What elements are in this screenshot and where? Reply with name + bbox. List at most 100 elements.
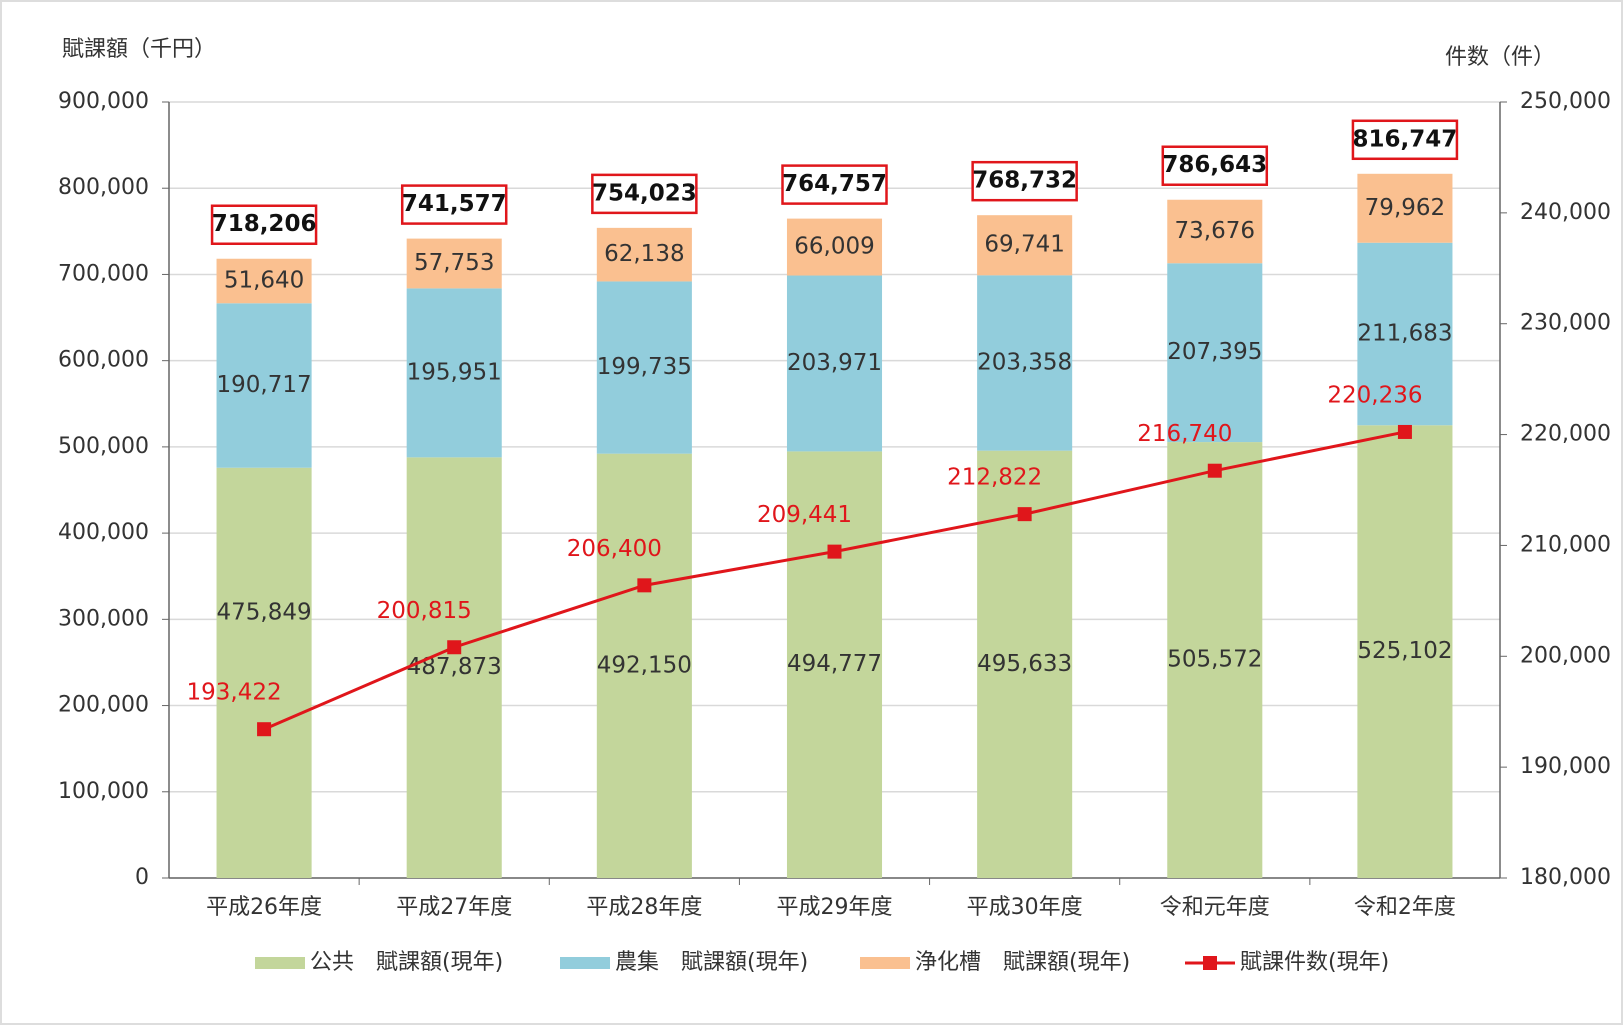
y2-tick-label: 180,000: [1520, 865, 1611, 890]
legend-label: 公共 賦課額(現年): [310, 950, 503, 975]
total-box: [781, 164, 888, 205]
y2-tick-label: 250,000: [1520, 89, 1611, 114]
bar-segment: [406, 457, 502, 878]
y2-axis-title: 件数（件）: [1445, 45, 1555, 70]
x-tick-label: 平成28年度: [586, 895, 702, 920]
total-label: 754,023: [592, 180, 697, 206]
line-value-label: 206,400: [567, 536, 662, 562]
value-label: 525,102: [1357, 638, 1452, 664]
value-label: 203,358: [977, 349, 1072, 375]
bar-segment: [786, 451, 883, 878]
legend-swatch: [860, 957, 910, 969]
bar-segment: [216, 467, 312, 878]
line-marker: [1397, 424, 1412, 439]
value-label: 494,777: [787, 651, 882, 677]
x-tick-label: 平成29年度: [777, 895, 893, 920]
legend-label: 浄化槽 賦課額(現年): [915, 950, 1130, 975]
legend-label: 農集 賦課額(現年): [615, 950, 808, 975]
bar-segment: [406, 238, 502, 289]
y2-tick-label: 210,000: [1520, 532, 1611, 557]
value-label: 211,683: [1357, 320, 1452, 346]
y2-tick-label: 240,000: [1520, 200, 1611, 225]
legend-label: 賦課件数(現年): [1240, 950, 1389, 975]
y-tick-label: 900,000: [58, 89, 149, 114]
bar-segment: [786, 218, 883, 276]
value-label: 495,633: [977, 651, 1072, 677]
bar-segment: [216, 303, 312, 468]
line-value-label: 212,822: [947, 465, 1042, 491]
value-label: 66,009: [794, 234, 874, 260]
value-label: 505,572: [1167, 647, 1262, 673]
total-label: 786,643: [1162, 152, 1267, 178]
line-marker: [447, 640, 462, 655]
bar-segment: [1357, 173, 1453, 243]
x-tick-label: 令和元年度: [1160, 895, 1270, 920]
total-box: [971, 160, 1078, 202]
value-label: 195,951: [407, 359, 502, 385]
bar-segment: [1167, 199, 1263, 264]
bar-segment: [596, 453, 692, 878]
total-label: 768,732: [972, 168, 1077, 194]
y-tick-label: 500,000: [58, 434, 149, 459]
bar-segment: [596, 281, 692, 454]
total-label: 816,747: [1353, 126, 1458, 152]
y-tick-label: 600,000: [58, 348, 149, 373]
line-value-label: 220,236: [1327, 382, 1422, 408]
line-value-label: 193,422: [187, 680, 282, 706]
bar-segment: [786, 275, 883, 452]
x-tick-label: 平成30年度: [967, 895, 1083, 920]
bar-segment: [977, 275, 1073, 451]
y-tick-label: 100,000: [58, 779, 149, 804]
y-tick-label: 700,000: [58, 261, 149, 286]
line-marker: [1207, 463, 1222, 478]
value-label: 57,753: [414, 250, 494, 276]
bar-segment: [406, 288, 502, 458]
value-label: 492,150: [597, 652, 692, 678]
x-tick-label: 令和2年度: [1354, 895, 1456, 920]
value-label: 207,395: [1167, 339, 1262, 365]
legend-swatch: [255, 957, 305, 969]
y-tick-label: 800,000: [58, 175, 149, 200]
bar-segment: [1167, 263, 1263, 443]
y2-tick-label: 200,000: [1520, 643, 1611, 668]
y-tick-label: 0: [135, 865, 149, 890]
y2-tick-label: 190,000: [1520, 754, 1611, 779]
line-marker: [827, 544, 842, 559]
value-label: 199,735: [597, 354, 692, 380]
value-label: 487,873: [407, 654, 502, 680]
y2-tick-label: 220,000: [1520, 422, 1611, 447]
total-box: [210, 204, 318, 245]
total-box: [1161, 145, 1269, 186]
line-value-label: 216,740: [1137, 421, 1232, 447]
total-box: [400, 184, 508, 225]
value-label: 203,971: [787, 350, 882, 376]
total-box: [591, 173, 698, 215]
bar-segment: [1357, 425, 1453, 878]
value-label: 69,741: [984, 232, 1064, 258]
bar-segment: [1357, 242, 1453, 426]
total-box: [1351, 119, 1459, 161]
line-value-label: 209,441: [757, 502, 852, 528]
bar-segment: [977, 215, 1073, 276]
y-tick-label: 200,000: [58, 693, 149, 718]
value-label: 51,640: [224, 268, 304, 294]
value-label: 62,138: [604, 241, 684, 267]
total-label: 764,757: [782, 171, 887, 197]
x-tick-label: 平成27年度: [396, 895, 512, 920]
line-marker: [1017, 507, 1032, 522]
value-label: 73,676: [1175, 218, 1255, 244]
total-label: 741,577: [402, 191, 507, 217]
y2-tick-label: 230,000: [1520, 311, 1611, 336]
line-marker: [257, 722, 272, 737]
line-marker: [637, 578, 652, 593]
value-label: 190,717: [217, 372, 312, 398]
total-label: 718,206: [212, 211, 317, 237]
legend-marker: [1203, 956, 1217, 970]
line-value-label: 200,815: [377, 598, 472, 624]
x-tick-label: 平成26年度: [206, 895, 322, 920]
bar-segment: [216, 258, 312, 304]
y-axis-title: 賦課額（千円）: [62, 37, 216, 62]
y-tick-label: 400,000: [58, 520, 149, 545]
y-tick-label: 300,000: [58, 606, 149, 631]
